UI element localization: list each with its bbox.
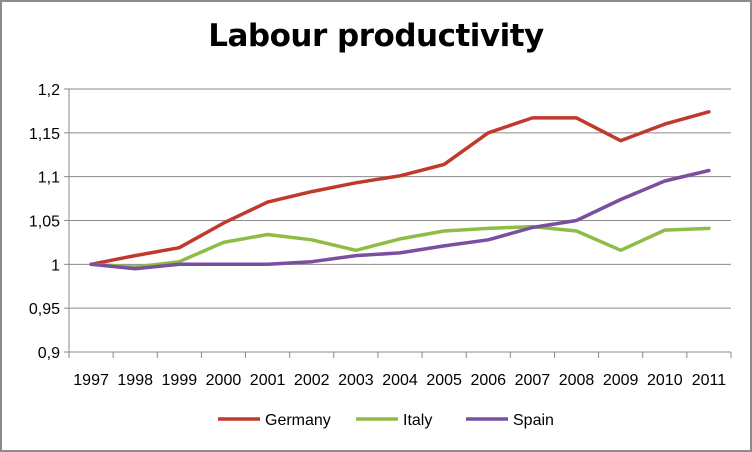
- legend-label-italy: Italy: [403, 412, 432, 429]
- x-tick-label: 2010: [647, 372, 683, 389]
- y-tick-label: 0,95: [29, 301, 60, 318]
- y-tick-label: 1,15: [29, 126, 60, 143]
- y-tick-label: 1,05: [29, 214, 60, 231]
- series-line-germany: [89, 110, 711, 267]
- x-tick-label: 2004: [382, 372, 418, 389]
- x-tick-label: 2005: [426, 372, 462, 389]
- x-tick-label: 2000: [206, 372, 242, 389]
- y-tick-label: 0,9: [38, 345, 60, 362]
- x-tick-label: 2003: [338, 372, 374, 389]
- series-line-spain: [89, 168, 711, 271]
- legend-label-spain: Spain: [513, 412, 554, 429]
- x-tick-label: 2006: [470, 372, 506, 389]
- x-tick-label: 2011: [692, 372, 727, 389]
- x-tick-label: 1999: [162, 372, 198, 389]
- x-tick-label: 2001: [250, 372, 286, 389]
- x-tick-label: 1998: [117, 372, 153, 389]
- legend-label-germany: Germany: [265, 412, 331, 429]
- x-tick-label: 2008: [559, 372, 595, 389]
- axes: [64, 88, 732, 358]
- y-tick-label: 1,1: [38, 170, 60, 187]
- chart-title: Labour productivity: [208, 18, 544, 54]
- y-tick-labels: 0,9 0,95 1 1,05 1,1 1,15 1,2: [29, 82, 60, 362]
- gridlines: [69, 88, 731, 309]
- legend: Germany Italy Spain: [218, 412, 554, 429]
- x-tick-label: 2002: [294, 372, 330, 389]
- x-tick-labels: 1997 1998 1999 2000 2001 2002 2003 2004 2005 2006…: [73, 372, 726, 389]
- y-tick-label: 1: [51, 257, 60, 274]
- y-tick-label: 1,2: [38, 82, 60, 99]
- x-tick-label: 1997: [73, 372, 109, 389]
- x-tick-label: 2009: [603, 372, 639, 389]
- x-tick-label: 2007: [515, 372, 551, 389]
- series-lines: [89, 110, 711, 271]
- series-line-italy: [89, 224, 711, 269]
